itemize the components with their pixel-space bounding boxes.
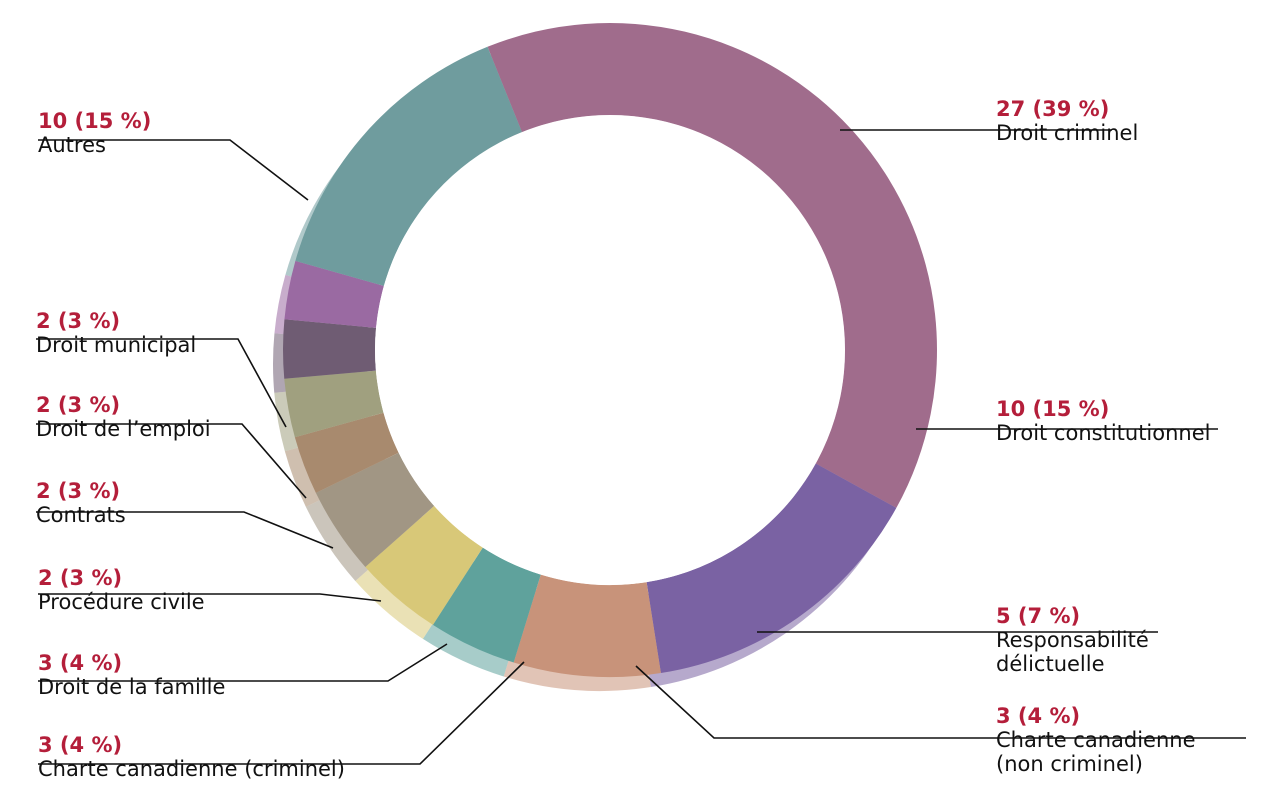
leader-line xyxy=(38,593,382,602)
pie-slice xyxy=(315,452,435,567)
donut-hole xyxy=(375,115,845,585)
slice-value-label: 3 (4 %) xyxy=(38,651,123,675)
slice-label: 2 (3 %) Procédure civile xyxy=(38,566,205,614)
pie-slice xyxy=(283,319,377,379)
slice-label: 5 (7 %) Responsabilité délictuelle xyxy=(996,604,1149,676)
slice-label: 2 (3 %) Contrats xyxy=(36,479,126,527)
slice-value-label: 10 (15 %) xyxy=(38,109,152,133)
slice-value-label: 3 (4 %) xyxy=(996,704,1081,728)
pie-slice xyxy=(365,505,483,625)
slice-category-label: Autres xyxy=(38,133,106,158)
slice-category-label: Charte canadienne xyxy=(996,728,1196,753)
slice-value-label: 27 (39 %) xyxy=(996,97,1110,121)
slice-category-label: Charte canadienne (criminel) xyxy=(38,757,345,782)
slice-value-label: 2 (3 %) xyxy=(38,566,123,590)
pie-slice xyxy=(646,463,897,674)
slice-category-label: Droit de l’emploi xyxy=(36,417,211,442)
leader-line xyxy=(36,511,334,549)
slice-label: 3 (4 %) Charte canadienne (criminel) xyxy=(38,733,345,781)
slice-value-label: 2 (3 %) xyxy=(36,479,121,503)
slice-category-label: Droit constitutionnel xyxy=(996,421,1211,446)
pie-slice xyxy=(284,370,384,438)
slice-category-label: Droit criminel xyxy=(996,121,1139,146)
slice-value-label: 2 (3 %) xyxy=(36,309,121,333)
pie-slice xyxy=(295,46,522,286)
slice-label: 2 (3 %) Droit municipal xyxy=(36,309,196,357)
leader-line xyxy=(38,139,309,201)
pie-slice xyxy=(432,547,541,663)
slice-label: 10 (15 %) Autres xyxy=(38,109,151,157)
slice-value-label: 10 (15 %) xyxy=(996,397,1110,421)
slice-label: 3 (4 %) Droit de la famille xyxy=(38,651,225,699)
leader-line xyxy=(38,661,525,765)
leader-line xyxy=(635,665,1246,739)
slice-label: 27 (39 %) Droit criminel xyxy=(996,97,1138,145)
slice-category-label: Procédure civile xyxy=(38,590,205,615)
slice-category-label: Contrats xyxy=(36,503,126,528)
pie-slice xyxy=(294,412,399,493)
leader-line xyxy=(36,338,287,428)
slice-value-label: 2 (3 %) xyxy=(36,393,121,417)
slice-label: 10 (15 %) Droit constitutionnel xyxy=(996,397,1210,445)
slice-category-label: Droit de la famille xyxy=(38,675,226,700)
slice-label: 2 (3 %) Droit de l’emploi xyxy=(36,393,211,441)
pie-slice xyxy=(284,260,384,328)
slice-category-label: Droit municipal xyxy=(36,333,197,358)
slice-category-label: Responsabilité xyxy=(996,628,1149,653)
leader-line xyxy=(36,423,307,499)
slice-category-label: (non criminel) xyxy=(996,752,1143,777)
slice-value-label: 3 (4 %) xyxy=(38,733,123,757)
slice-label: 3 (4 %) Charte canadienne (non criminel) xyxy=(996,704,1196,776)
slice-category-label: délictuelle xyxy=(996,652,1105,677)
pie-slice xyxy=(513,574,661,677)
pie-slice xyxy=(487,23,937,508)
leader-line xyxy=(38,643,448,682)
slice-value-label: 5 (7 %) xyxy=(996,604,1081,628)
